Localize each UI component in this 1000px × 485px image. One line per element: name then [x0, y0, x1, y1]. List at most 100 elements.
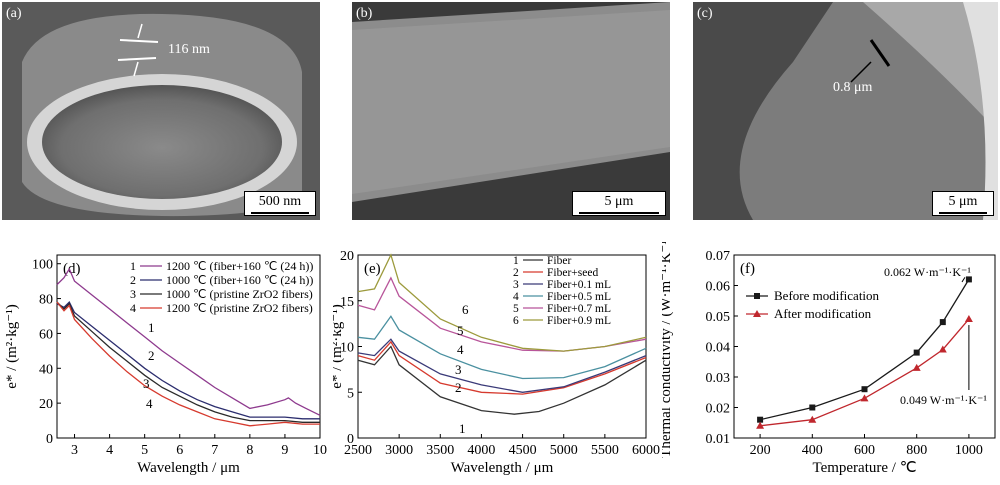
data-point [965, 276, 972, 283]
data-point [913, 349, 920, 356]
x-tick-label: 400 [802, 443, 823, 458]
thickness-mark-bottom [117, 57, 157, 61]
sem-image-a [2, 2, 320, 220]
scale-bar-line-c [939, 212, 987, 214]
series-line [357, 315, 647, 380]
panel-tag-b: (b) [356, 6, 373, 21]
legend-number: 4 [513, 291, 519, 303]
legend-number: 1 [130, 259, 136, 273]
panel-tag-c: (c) [697, 6, 713, 21]
legend-label: 1200 ℃ (fiber+160 ℃ (24 h)) [166, 259, 313, 273]
x-tick-label: 4500 [509, 443, 537, 458]
data-point [757, 416, 764, 423]
x-tick-label: 10 [313, 443, 327, 458]
annotation-arrow-top [961, 277, 966, 283]
pointer-arrow-icon [850, 61, 872, 83]
data-point [912, 363, 921, 371]
y-tick-label: 0.02 [706, 402, 731, 417]
x-tick-label: 600 [854, 443, 875, 458]
y-axis-label: e* / (m²·kg⁻¹) [4, 304, 20, 388]
x-tick-label: 6 [176, 443, 183, 458]
y-tick-label: 0.07 [706, 249, 731, 264]
scale-bar-label-b: 5 μm [604, 194, 634, 209]
x-tick-label: 4 [106, 443, 113, 458]
y-tick-label: 100 [32, 258, 53, 273]
x-tick-label: 3 [71, 443, 78, 458]
series-line [56, 301, 320, 423]
scale-bar-a: 500 nm [244, 191, 316, 216]
x-tick-label: 200 [750, 443, 771, 458]
scale-bar-line-a [251, 212, 309, 214]
legend-label: Fiber+0.5 mL [547, 291, 611, 303]
legend-marker [753, 310, 761, 317]
data-point [964, 315, 973, 323]
arrow-down-icon [137, 23, 143, 39]
data-point [756, 421, 765, 429]
sem-panel-a: (a) 116 nm 500 nm [2, 2, 320, 220]
legend-number: 3 [513, 279, 519, 291]
data-point [939, 319, 946, 326]
thickness-mark-top [119, 39, 159, 43]
legend-label: 1200 ℃ (pristine ZrO2 fibers) [166, 301, 313, 315]
series-line [357, 345, 647, 415]
panel-tag: (f) [740, 261, 755, 277]
y-tick-label: 5 [347, 386, 354, 401]
data-point [808, 415, 817, 423]
panel-tag: (e) [364, 261, 381, 277]
x-tick-label: 4000 [467, 443, 495, 458]
series-line [759, 279, 970, 421]
x-tick-label: 3500 [426, 443, 454, 458]
y-tick-label: 20 [39, 397, 53, 412]
legend-number: 2 [513, 267, 519, 279]
chart-f: 200 400 600 800 1000 0.01 0.02 0.03 0.04 0.05 0.06… [662, 242, 996, 476]
data-point [809, 404, 816, 411]
legend-number: 4 [130, 301, 136, 315]
y-tick-label: 0.06 [706, 280, 731, 295]
legend-marker [754, 293, 760, 299]
x-tick-label: 5 [141, 443, 148, 458]
sem-panel-b: (b) 5 μm [352, 2, 670, 220]
scale-bar-c: 5 μm [932, 191, 994, 216]
sem-panel-c: (c) 0.8 μm 5 μm [693, 2, 998, 220]
curve-label: 2 [455, 380, 462, 395]
arrow-up-icon [133, 61, 139, 77]
legend-label: 1000 ℃ (fiber+160 ℃ (24 h)) [166, 273, 313, 287]
legend-label: Fiber+0.7 mL [547, 303, 611, 315]
legend-label: Fiber+0.1 mL [547, 279, 611, 291]
series-line [357, 338, 647, 393]
annotation-top: 0.062 W·m⁻¹·K⁻¹ [884, 265, 971, 279]
y-tick-label: 0.05 [706, 310, 731, 325]
annotation-bottom: 0.049 W·m⁻¹·K⁻¹ [900, 393, 987, 407]
series-line [357, 253, 647, 352]
panel-tag-a: (a) [6, 6, 22, 21]
curve-label: 2 [148, 348, 155, 363]
y-tick-label: 0.03 [706, 371, 731, 386]
curve-label: 5 [457, 323, 464, 338]
y-tick-label: 80 [39, 293, 53, 308]
y-tick-label: 0 [347, 432, 354, 447]
scale-bar-line-b [579, 212, 659, 214]
y-tick-label: 40 [39, 362, 53, 377]
curve-label: 3 [455, 362, 462, 377]
y-tick-label: 0 [46, 432, 53, 447]
y-tick-label: 0.04 [706, 341, 731, 356]
x-axis-label: Wavelength / μm [137, 460, 240, 476]
sem-image-c [693, 2, 998, 220]
series-line [760, 318, 970, 427]
legend-number: 2 [130, 273, 136, 287]
legend-label: Before modification [774, 288, 880, 303]
x-tick-label: 2500 [344, 443, 372, 458]
y-axis-label: Thermal conductivity / (W·m⁻¹·K⁻¹) [662, 242, 674, 458]
curve-label: 4 [146, 396, 153, 411]
chart-e: 2500 3000 3500 4000 4500 5000 5500 600005101520… [333, 249, 660, 476]
thickness-mark-c [869, 39, 891, 67]
legend-label: Fiber+seed [547, 267, 598, 279]
x-tick-label: 6000 [632, 443, 660, 458]
x-tick-label: 5500 [591, 443, 619, 458]
y-tick-label: 60 [39, 327, 53, 342]
x-tick-label: 7 [211, 443, 218, 458]
x-tick-label: 5000 [550, 443, 578, 458]
scale-bar-label-c: 5 μm [948, 194, 978, 209]
legend-number: 6 [513, 315, 519, 327]
